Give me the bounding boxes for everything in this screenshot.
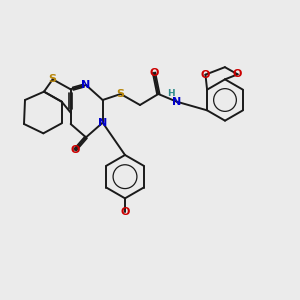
Text: O: O: [120, 207, 130, 217]
Text: N: N: [98, 118, 107, 128]
Text: O: O: [149, 68, 159, 78]
Text: H: H: [167, 89, 175, 98]
Text: S: S: [49, 74, 57, 84]
Text: S: S: [117, 89, 125, 99]
Text: N: N: [81, 80, 91, 90]
Text: N: N: [172, 97, 181, 107]
Text: O: O: [70, 145, 80, 155]
Text: O: O: [201, 70, 210, 80]
Text: O: O: [233, 69, 242, 79]
